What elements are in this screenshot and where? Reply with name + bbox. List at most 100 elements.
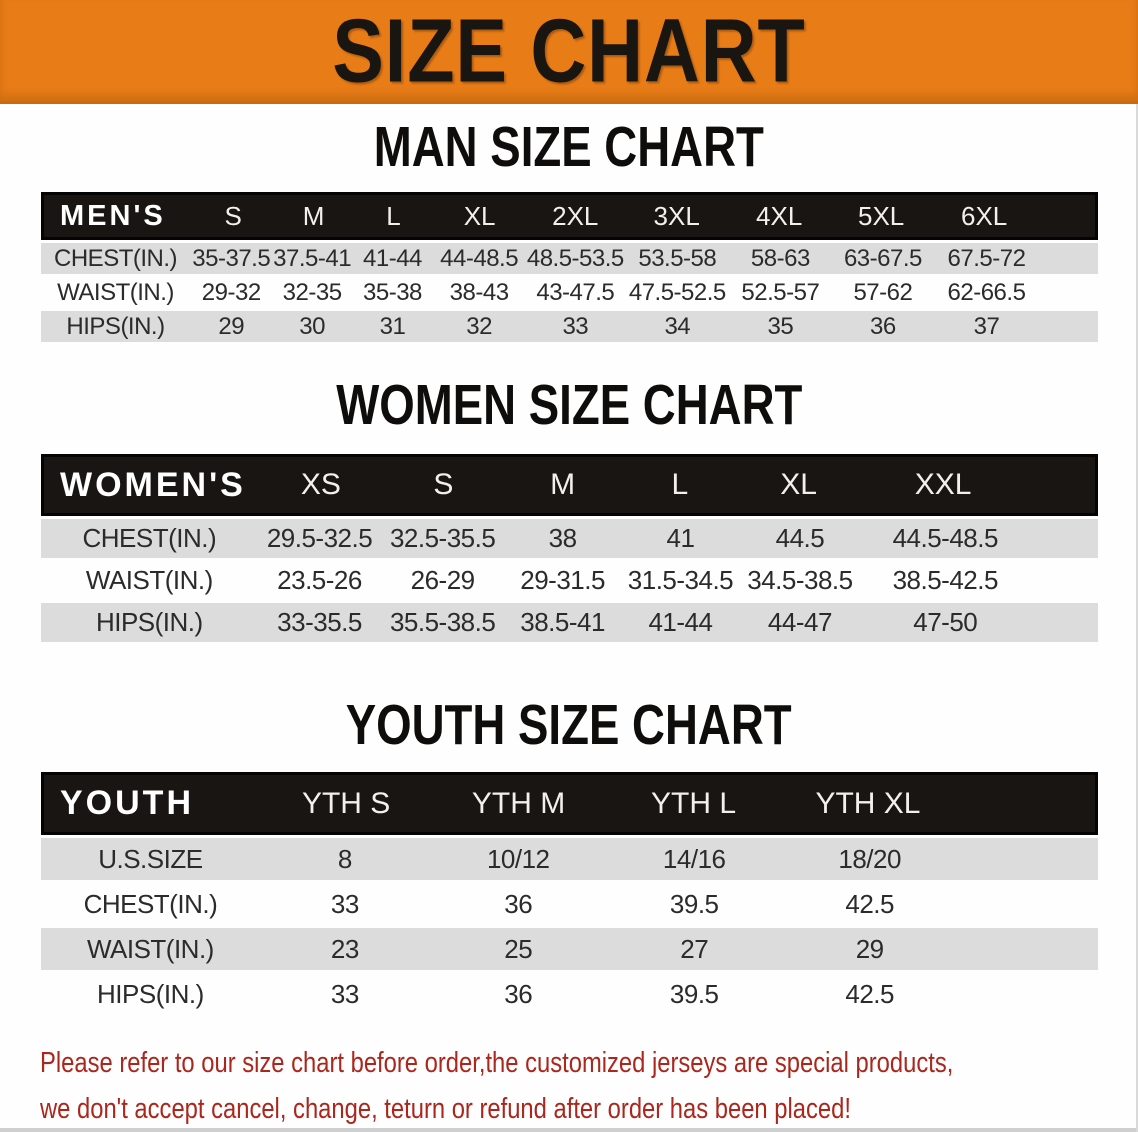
row-label: WAIST(IN.) <box>57 278 174 306</box>
table-row: HIPS(IN.) 33 36 39.5 42.5 <box>41 973 1098 1015</box>
banner: SIZE CHART <box>0 0 1138 104</box>
value-cell: 38.5-42.5 <box>892 565 999 595</box>
table-row: WAIST(IN.) 29-32 32-35 35-38 38-43 43-47.5 47.… <box>41 277 1098 308</box>
table-row: CHEST(IN.) 35-37.5 37.5-41 41-44 44-48.5 48.5… <box>41 243 1098 274</box>
section-men: MAN SIZE CHART MEN'S S M L XL 2XL 3XL 4XL 5XL 6XL… <box>0 115 1138 342</box>
note-line-2: we don't accept cancel, change, teturn o… <box>40 1093 851 1125</box>
filler-cell <box>957 928 1098 970</box>
column-header: YTH S <box>301 786 391 820</box>
value-cell: 36 <box>504 888 533 919</box>
row-label: WAIST(IN.) <box>85 565 213 595</box>
table-row: U.S.SIZE 8 10/12 14/16 18/20 <box>41 838 1098 880</box>
row-label: CHEST(IN.) <box>82 523 217 553</box>
section-youth: YOUTH SIZE CHART YOUTH YTH S YTH M YTH L YTH… <box>0 697 1138 1015</box>
value-cell: 18/20 <box>838 843 901 874</box>
value-cell: 31.5-34.5 <box>627 565 734 595</box>
men-size-table: MEN'S S M L XL 2XL 3XL 4XL 5XL 6XL CHEST(IN.) 35-37… <box>41 192 1098 342</box>
row-label: CHEST(IN.) <box>83 888 218 919</box>
value-cell: 41-44 <box>648 607 713 637</box>
value-cell: 35 <box>767 312 794 340</box>
filler-cell <box>1030 519 1098 558</box>
value-cell: 58-63 <box>750 244 810 272</box>
value-cell: 29 <box>218 312 245 340</box>
value-cell: 53.5-58 <box>638 244 717 272</box>
value-cell: 32.5-35.5 <box>389 523 496 553</box>
section-women: WOMEN SIZE CHART WOMEN'S XS S M L XL XXL CHEST(… <box>0 377 1138 642</box>
youth-size-table: YOUTH YTH S YTH M YTH L YTH XL U.S.SIZE 8 10/12… <box>41 772 1098 1015</box>
column-header: 6XL <box>960 200 1008 231</box>
column-header: L <box>386 200 401 231</box>
table-header-row: YOUTH YTH S YTH M YTH L YTH XL <box>41 772 1098 835</box>
value-cell: 32 <box>466 312 492 340</box>
value-cell: 39.5 <box>669 888 719 919</box>
filler-cell <box>957 883 1098 925</box>
row-label: WAIST(IN.) <box>86 933 214 964</box>
table-row: CHEST(IN.) 29.5-32.5 32.5-35.5 38 41 44.5 44.5… <box>41 519 1098 558</box>
value-cell: 41-44 <box>363 244 422 272</box>
value-cell: 38 <box>548 523 577 553</box>
table-row: WAIST(IN.) 23 25 27 29 <box>41 928 1098 970</box>
column-header: 4XL <box>756 200 803 231</box>
table-corner-label: YOUTH <box>60 784 194 822</box>
value-cell: 34.5-38.5 <box>747 565 853 595</box>
value-cell: 37 <box>973 312 1000 340</box>
filler-cell <box>1028 457 1095 513</box>
value-cell: 23.5-26 <box>277 565 362 595</box>
value-cell: 33 <box>330 978 359 1009</box>
value-cell: 42.5 <box>845 978 894 1009</box>
value-cell: 36 <box>870 312 896 340</box>
value-cell: 30 <box>299 312 325 340</box>
table-row: CHEST(IN.) 33 36 39.5 42.5 <box>41 883 1098 925</box>
value-cell: 57-62 <box>853 278 913 306</box>
row-label: HIPS(IN.) <box>95 607 203 637</box>
row-label: CHEST(IN.) <box>54 244 178 272</box>
table-corner-label: MEN'S <box>60 199 166 232</box>
value-cell: 39.5 <box>669 978 719 1009</box>
value-cell: 63-67.5 <box>843 244 922 272</box>
column-header: 3XL <box>653 200 700 231</box>
column-header: S <box>433 468 454 501</box>
column-header: S <box>224 200 242 231</box>
value-cell: 47-50 <box>913 607 978 637</box>
column-header: XS <box>300 468 341 501</box>
value-cell: 29-32 <box>201 278 261 306</box>
column-header: XL <box>780 468 817 501</box>
filler-cell <box>1030 561 1098 600</box>
value-cell: 29 <box>855 933 884 964</box>
value-cell: 33 <box>330 888 359 919</box>
value-cell: 29.5-32.5 <box>266 523 373 553</box>
row-label: HIPS(IN.) <box>97 978 204 1009</box>
page-title: SIZE CHART <box>332 0 806 101</box>
filler-cell <box>1030 603 1098 642</box>
filler-cell <box>1036 195 1095 237</box>
column-header: XXL <box>914 468 972 501</box>
table-header-row: MEN'S S M L XL 2XL 3XL 4XL 5XL 6XL <box>41 192 1098 240</box>
value-cell: 26-29 <box>410 565 475 595</box>
column-header: M <box>550 468 576 501</box>
value-cell: 42.5 <box>845 888 894 919</box>
value-cell: 8 <box>337 843 352 874</box>
value-cell: 44.5-48.5 <box>892 523 999 553</box>
value-cell: 44-47 <box>767 607 832 637</box>
row-label: HIPS(IN.) <box>66 312 165 340</box>
women-size-table: WOMEN'S XS S M L XL XXL CHEST(IN.) 29.5-32.5 32.5… <box>41 454 1098 642</box>
table-row: WAIST(IN.) 23.5-26 26-29 29-31.5 31.5-34.5 34… <box>41 561 1098 600</box>
value-cell: 34 <box>664 312 691 340</box>
filler-cell <box>957 973 1098 1015</box>
value-cell: 35.5-38.5 <box>389 607 496 637</box>
column-header: XL <box>463 200 496 231</box>
value-cell: 29-31.5 <box>520 565 605 595</box>
column-header: YTH XL <box>815 786 921 820</box>
column-header: M <box>302 200 325 231</box>
men-section-heading: MAN SIZE CHART <box>373 115 765 179</box>
value-cell: 47.5-52.5 <box>628 278 726 306</box>
filler-cell <box>1039 311 1098 342</box>
value-cell: 62-66.5 <box>947 278 1026 306</box>
disclaimer-note: Please refer to our size chart before or… <box>40 1040 1138 1132</box>
value-cell: 38-43 <box>449 278 509 306</box>
row-label: U.S.SIZE <box>98 843 203 874</box>
value-cell: 14/16 <box>662 843 726 874</box>
filler-cell <box>1039 277 1098 308</box>
value-cell: 43-47.5 <box>536 278 615 306</box>
